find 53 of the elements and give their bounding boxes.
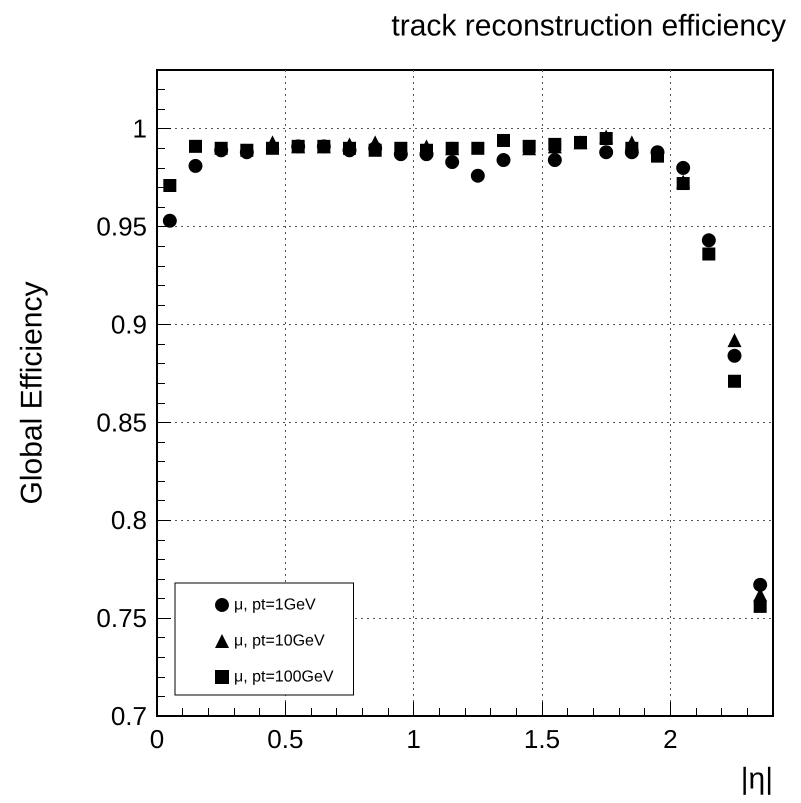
point [162,214,177,228]
y-tick-label: 0.75 [96,603,147,634]
point [548,138,562,151]
point [420,144,433,157]
point [676,160,690,175]
point [753,578,768,592]
x-tick-label: 1.5 [524,724,560,754]
legend-label: μ, pt=10GeV [234,632,325,650]
x-tick-label: 0 [150,724,164,754]
point [445,155,460,169]
point [368,144,382,157]
x-tick-label: 2 [663,724,678,754]
point [651,150,664,163]
point [292,140,305,153]
point [599,145,614,160]
point [163,178,176,192]
x-axis-title: |η| [740,762,773,796]
point [574,136,587,149]
point [470,168,485,183]
point [522,140,536,153]
point [497,134,510,147]
point [266,142,279,155]
point [317,140,330,153]
legend-label: μ, pt=100GeV [234,668,334,686]
point [214,142,228,155]
point [240,144,254,157]
y-tick-label: 0.9 [110,309,147,340]
point [189,140,202,153]
point [676,177,690,190]
y-tick-label: 0.8 [110,505,147,536]
y-tick-label: 1 [132,114,147,144]
point [471,142,484,155]
point [625,142,638,155]
point [446,142,459,155]
point [600,132,613,146]
point [728,374,741,388]
x-tick-label: 1 [406,724,421,754]
point [728,333,742,348]
point [496,153,510,168]
legend-label: μ, pt=1GeV [234,596,316,614]
point [343,142,356,155]
y-tick-label: 0.7 [110,701,147,731]
point [188,158,202,173]
point [728,348,742,363]
chart-title: track reconstruction efficiency [391,10,786,42]
point [702,233,716,248]
y-axis-title: Global Efficiency [16,282,48,504]
y-tick-label: 0.85 [96,407,147,438]
y-tick-label: 0.95 [96,212,147,242]
point [548,153,562,168]
point [754,600,767,613]
x-tick-label: 0.5 [267,724,304,754]
point [702,248,716,261]
